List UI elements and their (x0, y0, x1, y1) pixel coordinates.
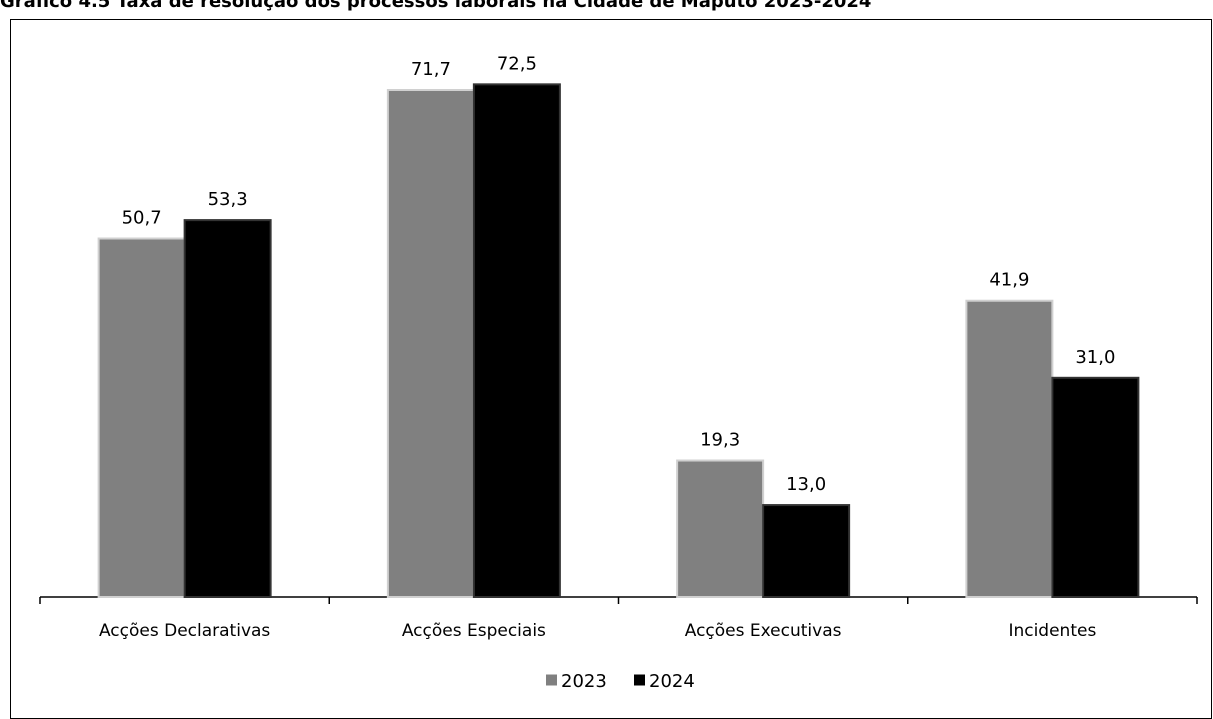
bar-2023-2 (676, 459, 765, 598)
data-label-2023-1: 71,7 (411, 59, 451, 80)
bar-2024-2 (762, 504, 851, 598)
data-label-2024-0: 53,3 (208, 189, 248, 210)
data-label-2023-0: 50,7 (122, 207, 162, 228)
x-tick-label-1: Acções Especiais (402, 621, 546, 641)
x-tick-label-3: Incidentes (1008, 621, 1096, 641)
x-tick-label-0: Acções Declarativas (99, 621, 270, 641)
bar-2024-1 (472, 83, 561, 599)
legend-swatch-2023 (546, 674, 557, 686)
x-tick-label-2: Acções Executivas (685, 621, 842, 641)
legend-label-2023: 2023 (561, 671, 607, 692)
bar-2024-0 (183, 219, 272, 598)
bar-2024-3 (1051, 376, 1140, 598)
data-label-2024-3: 31,0 (1075, 347, 1115, 368)
data-label-2024-1: 72,5 (497, 53, 537, 74)
legend-label-2024: 2024 (649, 671, 695, 692)
bar-2023-3 (965, 299, 1054, 598)
bar-2023-0 (97, 237, 186, 599)
chart-title: Gráfico 4.5 Taxa de resolução dos proces… (0, 0, 872, 12)
data-label-2024-2: 13,0 (786, 474, 826, 495)
data-label-2023-2: 19,3 (700, 430, 740, 451)
bar-2023-1 (386, 89, 475, 598)
legend-swatch-2024 (634, 674, 645, 686)
data-label-2023-3: 41,9 (989, 270, 1029, 291)
